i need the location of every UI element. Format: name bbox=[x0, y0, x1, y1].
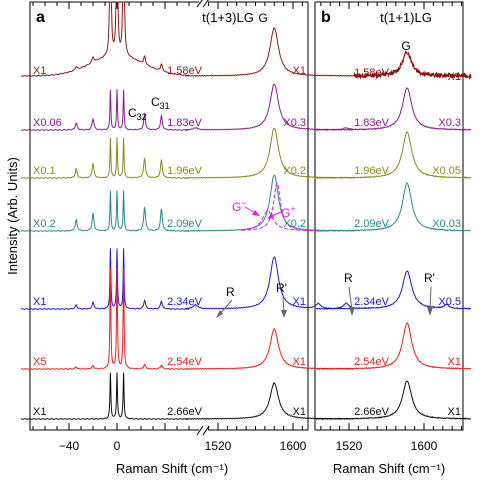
spectrum-a-high-2.09eV bbox=[185, 174, 355, 232]
scale-label-b: X0.03 bbox=[432, 218, 461, 230]
arrow-g-minus-head bbox=[252, 210, 260, 216]
scale-label-a-left: X0.06 bbox=[33, 117, 62, 129]
arrow-r-b-head bbox=[349, 307, 355, 316]
arrow-rp-b-head bbox=[427, 307, 433, 316]
axis-tick-labels: −40 0 1520 1600 1520 1600 bbox=[59, 439, 438, 453]
spectrum-b-1.96eV bbox=[315, 131, 471, 180]
spectrum-a-low-1.83eV bbox=[20, 89, 190, 131]
scale-label-a-left: X1 bbox=[33, 296, 46, 308]
arrow-r-a-head bbox=[216, 310, 223, 318]
scale-label-a-right: X1 bbox=[293, 406, 306, 418]
peak-label-g-b: G bbox=[401, 39, 410, 53]
panel-a-frame bbox=[29, 1, 309, 431]
tick-label-b: 1520 bbox=[336, 439, 363, 453]
peak-label-g-a: G bbox=[258, 11, 267, 25]
energy-label-b: 2.66eV bbox=[354, 406, 390, 418]
peak-label-r-b: R bbox=[344, 271, 353, 285]
energy-label-b: 1.83eV bbox=[354, 117, 390, 129]
series-labels: X1 1.58eV X1 X0.06 1.83eV X0.3 X0.1 1.96eV X0.2 X… bbox=[33, 65, 461, 418]
tick-label-b: 1600 bbox=[411, 439, 438, 453]
g-plus-fit bbox=[241, 182, 322, 232]
scale-label-a-left: X5 bbox=[33, 356, 46, 368]
scale-label-a-left: X1 bbox=[33, 406, 46, 418]
scale-label-a-right: X1 bbox=[293, 356, 306, 368]
spectrum-a-high-1.83eV bbox=[185, 83, 355, 131]
g-minus-fit bbox=[241, 210, 322, 232]
panel-b-frame bbox=[314, 1, 464, 431]
spectrum-a-high-2.34eV bbox=[185, 256, 355, 310]
tick-label-a-high: 1520 bbox=[205, 439, 232, 453]
tick-label-a-low: −40 bbox=[59, 439, 80, 453]
scale-label-a-left: X0.1 bbox=[33, 165, 56, 177]
scale-label-b: X0.05 bbox=[432, 165, 461, 177]
axis-ticks bbox=[32, 2, 462, 430]
energy-label-a: 2.66eV bbox=[167, 406, 203, 418]
energy-label-a: 2.54eV bbox=[167, 356, 203, 368]
energy-label-b: 1.96eV bbox=[354, 165, 390, 177]
arrow-rp-a-head bbox=[281, 310, 287, 318]
peak-label-rp-a: R' bbox=[276, 281, 287, 295]
scale-label-a-right: X0.2 bbox=[283, 165, 306, 177]
energy-label-a: 2.09eV bbox=[167, 218, 203, 230]
panel-a-letter: a bbox=[36, 9, 45, 26]
energy-label-b: 1.58eV bbox=[354, 67, 390, 79]
axis-break-top bbox=[196, 0, 209, 8]
energy-label-b: 2.09eV bbox=[354, 218, 390, 230]
spectrum-a-high-1.58eV bbox=[185, 27, 355, 77]
spectrum-b-1.83eV bbox=[316, 87, 471, 131]
peak-label-c32: C32 bbox=[128, 106, 147, 122]
spectrum-b-1.58eV bbox=[353, 50, 472, 80]
panel-b-title: t(1+1)LG bbox=[380, 10, 432, 25]
energy-label-a: 1.83eV bbox=[167, 117, 203, 129]
spectrum-a-high-2.66eV bbox=[185, 381, 355, 420]
scale-label-b: X0.3 bbox=[438, 117, 461, 129]
scale-label-b: X1 bbox=[448, 71, 461, 83]
peak-label-rp-b: R' bbox=[424, 271, 435, 285]
peak-label-g-minus: G− bbox=[232, 198, 247, 214]
spectrum-a-low-2.09eV bbox=[21, 190, 189, 232]
spectrum-b-2.66eV bbox=[315, 380, 471, 421]
energy-label-a: 1.96eV bbox=[167, 165, 203, 177]
spectrum-a-high-2.54eV bbox=[184, 327, 355, 370]
panel-b-letter: b bbox=[321, 9, 331, 26]
energy-label-b: 2.34eV bbox=[354, 296, 390, 308]
spectrum-a-low-2.66eV bbox=[20, 372, 190, 420]
y-axis-label: Intensity (Arb. Units) bbox=[5, 157, 20, 275]
arrow-rp-b bbox=[429, 286, 432, 311]
spectrum-a-low-2.34eV bbox=[20, 248, 190, 310]
peak-label-r-a: R bbox=[226, 285, 235, 299]
axis-break-bottom bbox=[196, 425, 210, 436]
spectrum-b-2.09eV bbox=[315, 182, 472, 232]
arrow-r-b bbox=[348, 286, 353, 311]
arrow-g-plus-head bbox=[267, 213, 274, 219]
scale-label-b: X1 bbox=[448, 356, 461, 368]
spectra bbox=[20, 1, 472, 421]
scale-label-b: X0.5 bbox=[438, 296, 461, 308]
spectrum-a-low-1.58eV bbox=[20, 1, 189, 77]
scale-label-a-right: X0.2 bbox=[283, 218, 306, 230]
peak-label-g-plus: G+ bbox=[281, 204, 296, 220]
scale-label-a-left: X0.2 bbox=[33, 218, 56, 230]
x-axis-label-b: Raman Shift (cm⁻¹) bbox=[333, 461, 445, 476]
spectrum-a-high-1.96eV bbox=[184, 127, 355, 179]
energy-label-a: 1.58eV bbox=[167, 65, 203, 77]
scale-label-a-left: X1 bbox=[33, 65, 46, 77]
scale-label-a-right: X1 bbox=[293, 65, 306, 77]
scale-label-a-right: X0.3 bbox=[283, 117, 306, 129]
x-axis-label-a: Raman Shift (cm⁻¹) bbox=[116, 461, 228, 476]
peak-label-c31: C31 bbox=[151, 95, 170, 111]
tick-label-a-high: 1600 bbox=[280, 439, 307, 453]
scale-label-a-right: X1 bbox=[293, 296, 306, 308]
tick-label-a-low: 0 bbox=[114, 439, 121, 453]
spectrum-a-low-2.54eV bbox=[21, 267, 190, 370]
energy-label-a: 2.34eV bbox=[167, 296, 203, 308]
spectrum-b-2.34eV bbox=[315, 270, 472, 310]
spectrum-a-low-1.96eV bbox=[21, 137, 190, 179]
scale-label-b: X1 bbox=[448, 406, 461, 418]
spectrum-b-2.54eV bbox=[315, 321, 472, 370]
energy-label-b: 2.54eV bbox=[354, 356, 390, 368]
panel-a-title: t(1+3)LG bbox=[202, 10, 254, 25]
